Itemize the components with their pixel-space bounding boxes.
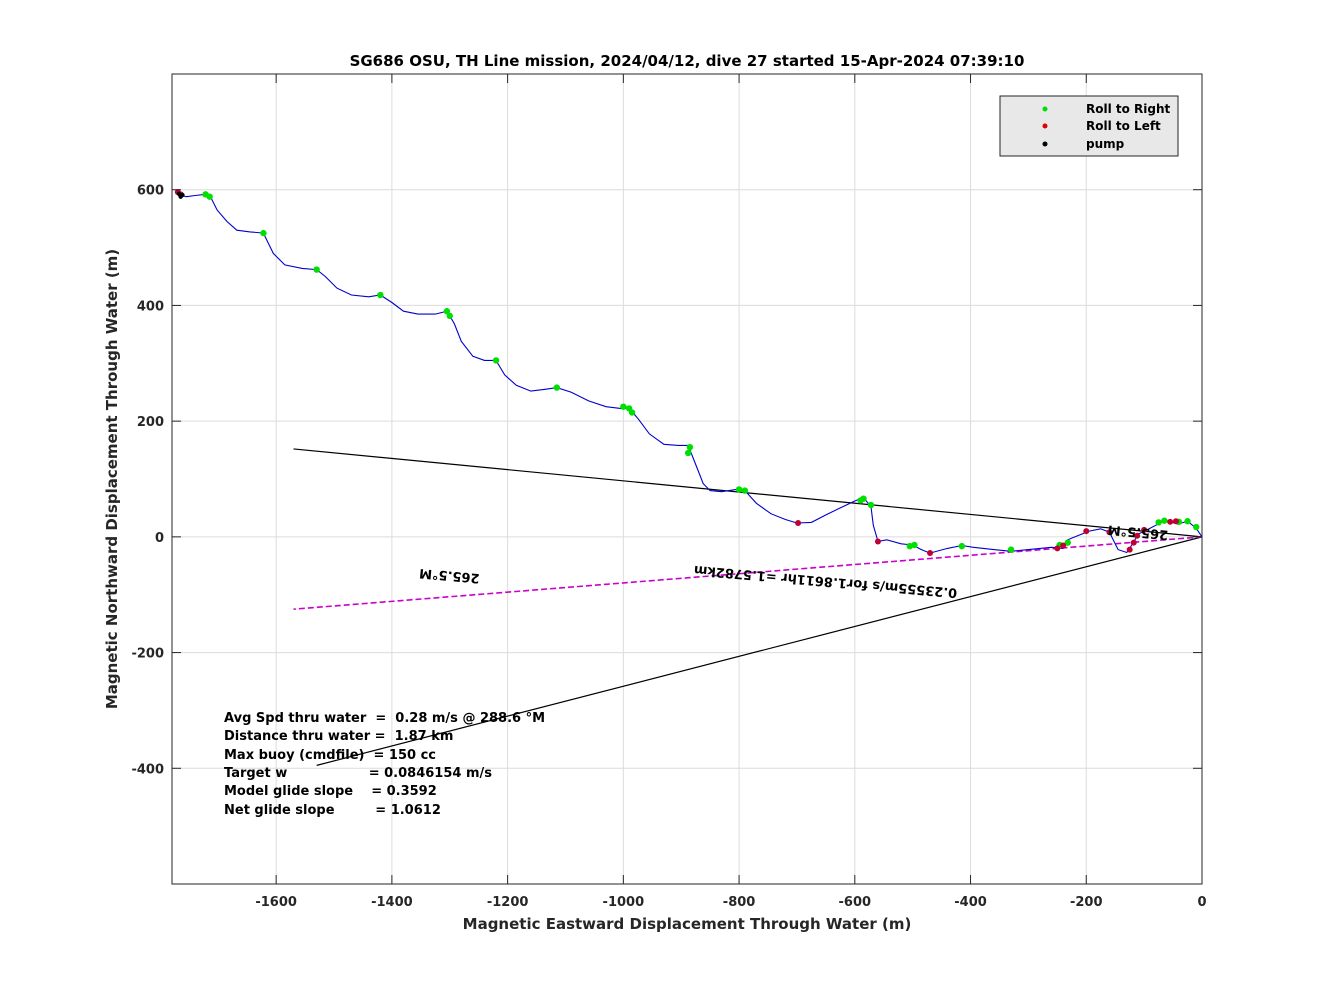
black-lower-line [316, 536, 1203, 766]
roll-right-marker [553, 384, 561, 391]
roll-right-marker [260, 229, 267, 237]
roll-right-marker [628, 409, 636, 416]
stat-model-glide-slope: Model glide slope = 0.3592 [224, 784, 437, 799]
roll-right-marker [1193, 523, 1200, 531]
roll-left-marker [795, 519, 802, 526]
y-tick-label: 200 [137, 415, 164, 430]
roll-right-marker [377, 291, 384, 299]
roll-right-marker [1007, 546, 1015, 553]
roll-left-marker [1141, 526, 1148, 533]
roll-right-marker [958, 542, 966, 550]
roll-left-marker [1126, 546, 1133, 553]
roll-markers [174, 189, 1200, 557]
roll-right-marker [741, 487, 749, 494]
rotated-annotation: 265.5°M [1107, 522, 1169, 542]
roll-right-marker [620, 403, 627, 410]
stat-distance: Distance thru water = 1.87 km [224, 729, 453, 744]
legend-marker-pump [1042, 141, 1048, 147]
roll-left-marker [1134, 532, 1141, 539]
roll-right-marker [1155, 519, 1162, 526]
glider-track-line [180, 193, 1203, 554]
legend-label-roll-left: Roll to Left [1086, 119, 1161, 133]
stat-net-glide-slope: Net glide slope = 1.0612 [224, 803, 441, 818]
stat-avg-speed: Avg Spd thru water = 0.28 m/s @ 288.6 °M [224, 711, 545, 726]
legend: Roll to Right Roll to Left pump [999, 95, 1179, 157]
roll-left-marker [1167, 518, 1174, 525]
x-tick-label: -1000 [603, 895, 645, 910]
roll-right-marker [1184, 518, 1191, 525]
stat-max-buoy: Max buoy (cmdfile) = 150 cc [224, 748, 436, 763]
x-tick-label: -800 [723, 895, 756, 910]
roll-left-marker [874, 538, 881, 545]
x-tick-label: -400 [954, 895, 987, 910]
roll-left-marker [1172, 518, 1179, 525]
x-tick-label: 0 [1197, 895, 1206, 910]
roll-right-marker [684, 449, 692, 457]
roll-left-marker [1054, 545, 1061, 552]
roll-right-marker [446, 312, 453, 320]
y-tick-label: 600 [137, 184, 164, 199]
pump-marker [176, 191, 182, 196]
roll-right-marker [686, 443, 694, 451]
black-upper-line [293, 448, 1203, 538]
axis-ticks: -1600 -1400 -1200 -1000 -800 -600 -400 -200 0 -40… [131, 74, 1207, 910]
roll-left-marker [1060, 542, 1067, 549]
y-tick-label: -200 [131, 647, 164, 662]
x-tick-label: -200 [1070, 895, 1103, 910]
plot-area [172, 74, 1202, 884]
x-tick-label: -1200 [487, 895, 529, 910]
roll-right-marker [867, 501, 875, 509]
roll-right-marker [206, 193, 213, 200]
x-tick-label: -1400 [371, 895, 413, 910]
legend-box [999, 95, 1179, 157]
roll-right-marker [492, 357, 500, 364]
reference-lines [293, 448, 1203, 766]
roll-right-marker [313, 266, 320, 273]
x-tick-label: -600 [839, 895, 872, 910]
plot-frame [171, 73, 1203, 885]
track-layer [180, 193, 1203, 554]
legend-label-pump: pump [1086, 137, 1125, 151]
pump-marker [180, 192, 185, 198]
y-tick-label: 0 [155, 531, 164, 546]
roll-right-marker [1161, 517, 1168, 524]
roll-right-marker [1064, 539, 1071, 546]
chart-title: SG686 OSU, TH Line mission, 2024/04/12, … [350, 52, 1025, 70]
roll-right-marker [443, 308, 451, 315]
roll-right-marker [735, 486, 743, 493]
legend-marker-roll-right [1042, 106, 1048, 112]
x-tick-label: -1600 [255, 895, 297, 910]
roll-left-marker [927, 550, 934, 557]
y-tick-label: 400 [137, 299, 164, 314]
legend-marker-roll-left [1042, 123, 1048, 129]
roll-right-marker [906, 542, 913, 550]
roll-left-marker [1106, 529, 1113, 536]
x-axis-label: Magnetic Eastward Displacement Through W… [463, 915, 912, 933]
gridlines [172, 74, 1203, 884]
roll-right-marker [857, 497, 864, 504]
roll-left-marker [1130, 539, 1137, 546]
y-axis-label: Magnetic Northward Displacement Through … [103, 249, 121, 709]
legend-label-roll-right: Roll to Right [1086, 102, 1171, 116]
stat-target-w: Target w = 0.0846154 m/s [224, 766, 492, 781]
y-tick-label: -400 [131, 762, 164, 777]
rotated-annotation: 265.5°M [419, 565, 481, 585]
stats-block: Avg Spd thru water = 0.28 m/s @ 288.6 °M… [224, 711, 545, 818]
magenta-heading-line [293, 536, 1203, 610]
roll-left-marker [1083, 528, 1090, 535]
